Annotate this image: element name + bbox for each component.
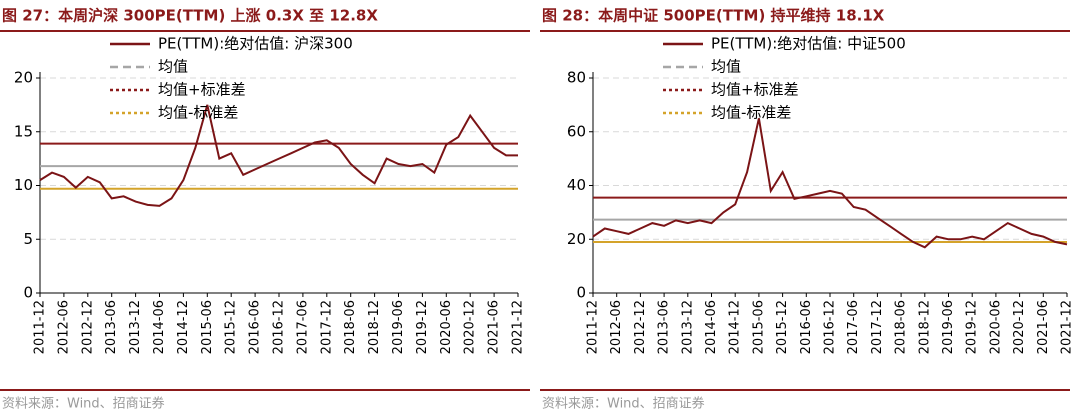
x-tick-label: 2020-12 <box>463 300 478 354</box>
x-tick-label: 2014-06 <box>152 300 167 354</box>
source: 资料来源：Wind、招商证券 <box>542 396 705 412</box>
x-tick-label: 2021-06 <box>1036 300 1051 354</box>
x-tick-label: 2012-06 <box>56 300 71 354</box>
x-tick-label: 2017-06 <box>846 300 861 354</box>
x-tick-label: 2021-12 <box>511 300 526 354</box>
x-tick-label: 2013-06 <box>657 300 672 354</box>
x-tick-label: 2011-12 <box>586 300 601 354</box>
x-tick-label: 2020-06 <box>988 300 1003 354</box>
y-tick-label: 15 <box>14 122 33 140</box>
x-tick-label: 2021-06 <box>487 300 502 354</box>
legend-label: 均值-标准差 <box>711 104 791 122</box>
x-tick-label: 2017-12 <box>319 300 334 354</box>
x-tick-label: 2017-06 <box>295 300 310 354</box>
pe-line <box>592 118 1068 249</box>
x-tick-label: 2016-06 <box>248 300 263 354</box>
legend-label: 均值+标准差 <box>711 81 799 99</box>
x-tick-label: 2012-06 <box>609 300 624 354</box>
x-tick-label: 2014-06 <box>704 300 719 354</box>
legend-label: 均值 <box>711 58 741 76</box>
x-tick-label: 2015-12 <box>775 300 790 354</box>
title-rule <box>540 30 1070 32</box>
pe-line <box>39 104 518 207</box>
y-tick-label: 20 <box>567 230 586 248</box>
x-tick-label: 2015-06 <box>751 300 766 354</box>
legend-label: 均值 <box>158 58 188 76</box>
x-tick-label: 2020-12 <box>1012 300 1027 354</box>
x-tick-label: 2019-06 <box>391 300 406 354</box>
x-tick-label: 2018-12 <box>367 300 382 354</box>
legend-label: PE(TTM):绝对估值: 中证500 <box>711 35 906 53</box>
x-tick-label: 2018-06 <box>894 300 909 354</box>
x-tick-label: 2012-12 <box>80 300 95 354</box>
chart-title: 图 28：本周中证 500PE(TTM) 持平维持 18.1X <box>542 7 885 25</box>
legend-label: 均值-标准差 <box>158 104 238 122</box>
y-tick-label: 60 <box>567 122 586 140</box>
bottom-rule <box>0 389 530 391</box>
x-tick-label: 2016-12 <box>823 300 838 354</box>
bottom-rule <box>540 389 1070 391</box>
x-tick-label: 2019-12 <box>965 300 980 354</box>
y-tick-label: 20 <box>14 69 33 87</box>
y-tick-label: 0 <box>23 284 33 302</box>
x-tick-label: 2018-12 <box>917 300 932 354</box>
x-tick-label: 2012-12 <box>633 300 648 354</box>
x-tick-label: 2020-06 <box>439 300 454 354</box>
x-tick-label: 2019-06 <box>941 300 956 354</box>
y-tick-label: 80 <box>567 69 586 87</box>
x-tick-label: 2019-12 <box>415 300 430 354</box>
x-tick-label: 2021-12 <box>1060 300 1075 354</box>
x-tick-label: 2017-12 <box>870 300 885 354</box>
x-tick-label: 2013-06 <box>104 300 119 354</box>
x-tick-label: 2013-12 <box>128 300 143 354</box>
source: 资料来源：Wind、招商证券 <box>2 396 165 412</box>
chart-panel: 图 27：本周沪深 300PE(TTM) 上涨 0.3X 至 12.8X 资料来源… <box>0 7 530 412</box>
x-tick-label: 2018-06 <box>343 300 358 354</box>
legend-label: PE(TTM):绝对估值: 沪深300 <box>158 35 353 53</box>
chart-panel: 图 28：本周中证 500PE(TTM) 持平维持 18.1X 资料来源：Wind… <box>540 7 1075 412</box>
x-tick-label: 2014-12 <box>176 300 191 354</box>
legend-label: 均值+标准差 <box>158 81 246 99</box>
x-tick-label: 2011-12 <box>33 300 48 354</box>
y-tick-label: 5 <box>23 230 33 248</box>
y-tick-label: 0 <box>576 284 586 302</box>
x-tick-label: 2016-12 <box>272 300 287 354</box>
x-tick-label: 2014-12 <box>728 300 743 354</box>
x-tick-label: 2013-12 <box>680 300 695 354</box>
chart-title: 图 27：本周沪深 300PE(TTM) 上涨 0.3X 至 12.8X <box>2 7 378 25</box>
title-rule <box>0 30 530 32</box>
y-tick-label: 10 <box>14 176 33 194</box>
x-tick-label: 2015-06 <box>200 300 215 354</box>
x-tick-label: 2015-12 <box>224 300 239 354</box>
x-tick-label: 2016-06 <box>799 300 814 354</box>
y-tick-label: 40 <box>567 176 586 194</box>
